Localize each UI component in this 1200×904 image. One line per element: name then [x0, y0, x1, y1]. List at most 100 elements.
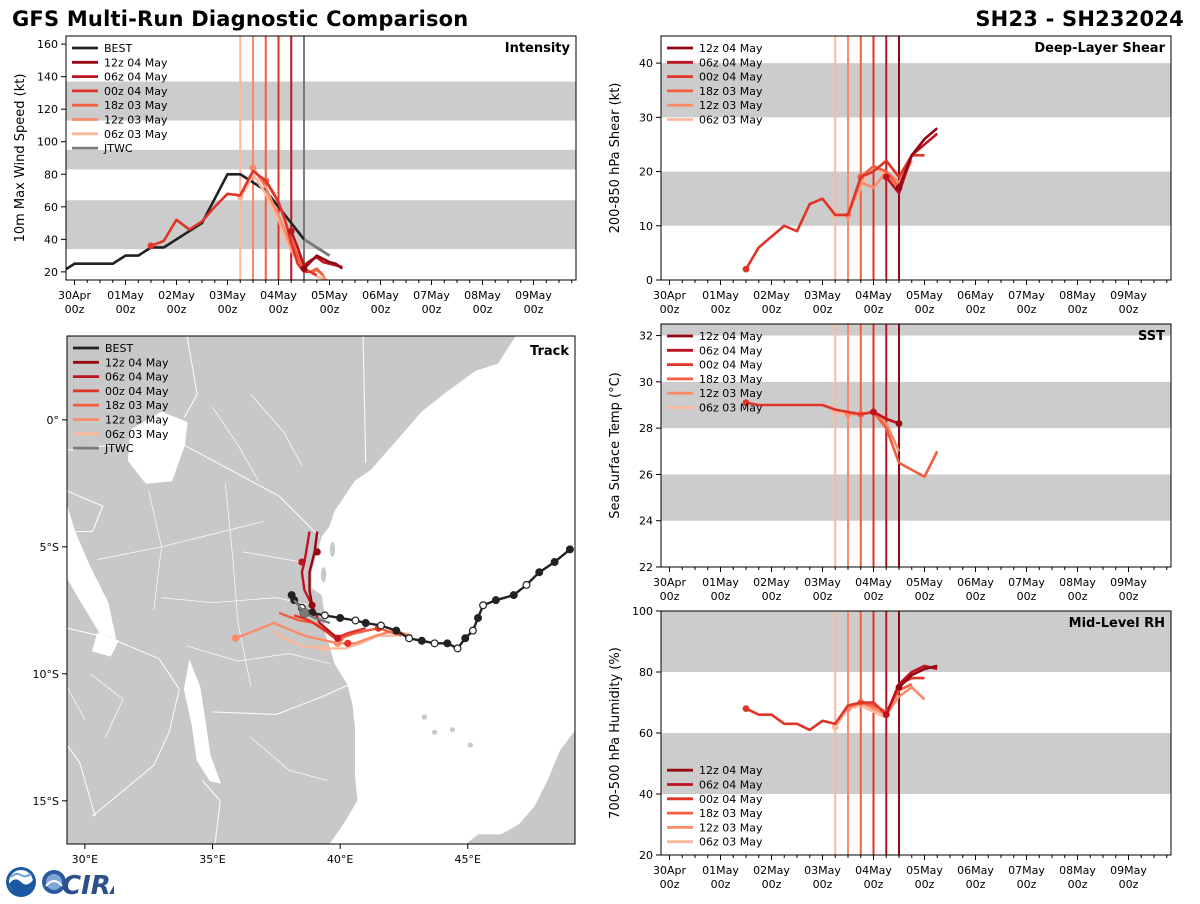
- admin-border: [148, 490, 162, 611]
- y-tick-label: 40: [44, 233, 58, 246]
- series-line-marker: [287, 227, 295, 235]
- shear-panel: 0 10 20 30 40 30Apr 00z 01May 00z 02May 00z 03May 00…: [608, 35, 1172, 316]
- series-line-marker: [882, 711, 890, 719]
- best-track-marker: [287, 591, 296, 600]
- series-lines: [742, 399, 939, 479]
- run-init-lines: [834, 324, 900, 567]
- series-line: [744, 153, 925, 270]
- series-line-marker: [249, 164, 257, 172]
- legend-label: 06z 03 May: [699, 836, 763, 849]
- panel-title: Track: [530, 344, 569, 359]
- x-tick-label: 04May 00z: [855, 576, 892, 603]
- best-track-marker: [491, 596, 500, 605]
- y-tick-label: 32: [639, 330, 653, 343]
- best-track-marker: [550, 558, 559, 567]
- legend-label: 12z 03 May: [105, 414, 169, 427]
- legend-label: 06z 04 May: [104, 71, 168, 84]
- x-tick-label: 30Apr 00z: [653, 576, 687, 603]
- y-tick-label: 100: [37, 136, 58, 149]
- legend-label: JTWC: [103, 142, 133, 155]
- y-tick-label: 0°: [47, 414, 60, 427]
- island: [449, 727, 456, 733]
- x-tick-label: 01May 00z: [702, 289, 739, 316]
- legend-label: 18z 03 May: [699, 85, 763, 98]
- threshold-bands: [661, 324, 1171, 521]
- series-line-marker: [895, 420, 903, 427]
- tracks: [231, 531, 574, 653]
- x-tick-label: 30Apr 00z: [653, 289, 687, 316]
- threshold-band: [66, 81, 576, 121]
- x-tick-label: 06May 00z: [362, 289, 399, 316]
- threshold-bands: [661, 611, 1171, 794]
- plot-area: [661, 324, 1171, 567]
- series-line-marker: [870, 408, 877, 416]
- storm-id: SH23 - SH232024: [975, 7, 1184, 31]
- x-tick-label: 04May 00z: [855, 864, 892, 891]
- legend-label: 18z 03 May: [104, 99, 168, 112]
- x-tick-label: 30Apr 00z: [58, 289, 92, 316]
- legend-label: 12z 04 May: [699, 764, 763, 777]
- island: [329, 541, 336, 558]
- x-tick-label: 06May 00z: [957, 289, 994, 316]
- sst-panel: 22 24 26 28 30 32 30Apr 00z 01May 00z 02May 00z 03Ma…: [608, 323, 1172, 603]
- best-track-marker: [417, 636, 426, 645]
- series-line-marker: [742, 399, 750, 407]
- series-lines: [742, 664, 938, 732]
- x-tick-label: 02May 00z: [158, 289, 195, 316]
- y-tick-label: 80: [44, 168, 58, 181]
- y-tick-label: 20: [639, 849, 653, 862]
- x-tick-label: 08May 00z: [464, 289, 501, 316]
- y-tick-label: 140: [37, 71, 58, 84]
- series-line-marker: [742, 265, 750, 273]
- y-tick-label: 160: [37, 38, 58, 51]
- threshold-band: [661, 171, 1171, 226]
- x-tick-label: 04May 00z: [260, 289, 297, 316]
- legend-label: 06z 04 May: [105, 371, 169, 384]
- legend-label: 12z 04 May: [699, 42, 763, 55]
- threshold-bands: [661, 63, 1171, 226]
- admin-border: [89, 673, 124, 738]
- country-border: [67, 490, 104, 533]
- best-track-marker: [376, 621, 385, 630]
- series-line-marker: [895, 184, 903, 192]
- legend-label: 12z 04 May: [104, 56, 168, 69]
- legend-label: 18z 03 May: [699, 373, 763, 386]
- threshold-bands: [66, 81, 576, 250]
- best-track-marker: [479, 601, 488, 610]
- island: [320, 566, 327, 584]
- best-track-marker: [336, 613, 345, 622]
- island: [421, 714, 427, 720]
- series-line-marker: [147, 242, 155, 250]
- africa-landmass: [67, 336, 517, 844]
- plot-frame: [66, 335, 576, 845]
- country-border: [67, 627, 180, 817]
- threshold-band: [661, 63, 1171, 118]
- legend-label: 12z 03 May: [104, 114, 168, 127]
- panel-title: SST: [1138, 329, 1165, 344]
- y-tick-label: 10°S: [33, 668, 59, 681]
- panel-title: Intensity: [505, 41, 571, 56]
- lake-malawi: [183, 659, 221, 784]
- x-tick-label: 04May 00z: [855, 289, 892, 316]
- series-lines: [66, 164, 344, 280]
- madagascar-landmass: [464, 728, 575, 844]
- y-tick-label: 60: [44, 201, 58, 214]
- y-tick-label: 26: [639, 468, 653, 481]
- panel-title: Deep-Layer Shear: [1034, 41, 1165, 56]
- x-tick-label: 30°E: [72, 853, 98, 866]
- country-border: [67, 744, 96, 817]
- x-tick-label: 09May 00z: [1110, 864, 1147, 891]
- plot-frame: [660, 35, 1172, 281]
- admin-border: [67, 686, 86, 720]
- admin-border: [186, 645, 330, 665]
- admin-border: [243, 551, 302, 563]
- x-tick-label: 03May 00z: [209, 289, 246, 316]
- axes: 30°E 35°E 40°E 45°E 0° 5°S 10°S 15°S: [33, 414, 482, 866]
- best-track-marker: [351, 616, 360, 625]
- legend-label: 06z 03 May: [104, 128, 168, 141]
- best-track-marker: [565, 545, 574, 554]
- best-track-marker: [522, 580, 531, 589]
- country-border: [212, 683, 351, 716]
- threshold-band: [661, 324, 1171, 336]
- series-line-marker: [300, 265, 308, 273]
